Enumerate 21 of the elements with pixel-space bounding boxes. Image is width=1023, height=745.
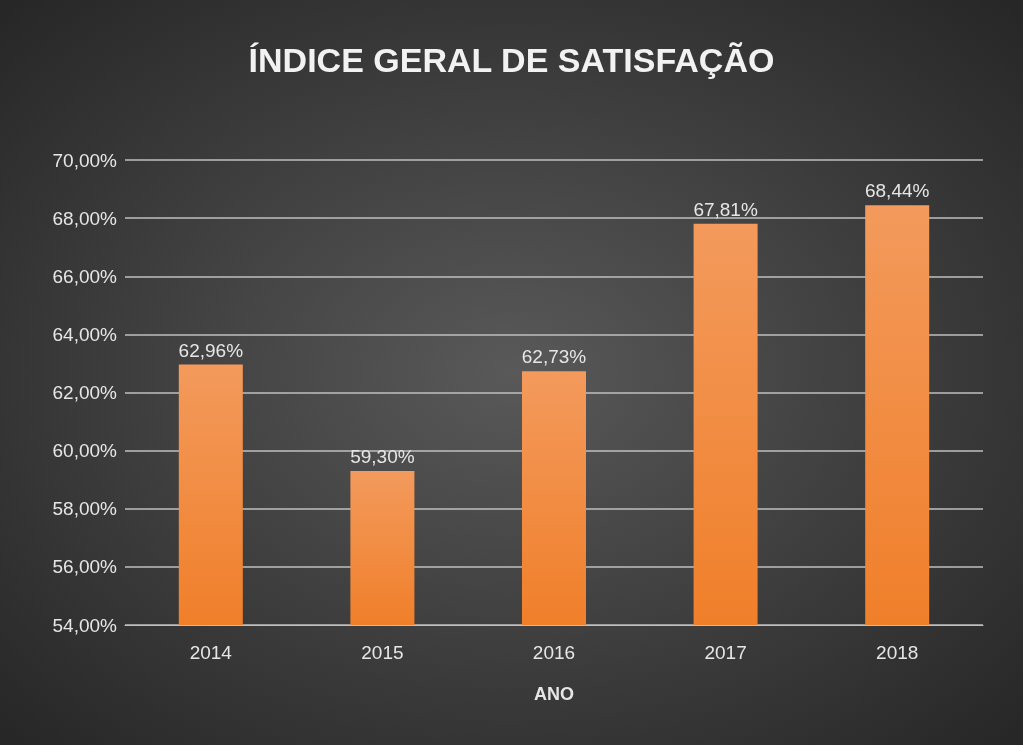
y-tick-label: 60,00% (52, 440, 118, 462)
data-label: 67,81% (693, 198, 758, 220)
y-tick-label: 56,00% (52, 556, 118, 578)
x-tick-label: 2016 (532, 642, 576, 663)
y-tick-label: 68,00% (52, 207, 118, 229)
x-axis-title: ANO (534, 684, 574, 704)
y-tick-label: 66,00% (52, 265, 118, 287)
y-tick-label: 70,00% (52, 149, 118, 171)
y-tick-label: 62,00% (52, 382, 118, 403)
data-label: 59,30% (350, 445, 415, 467)
y-tick-label: 64,00% (52, 323, 118, 345)
chart-title: ÍNDICE GERAL DE SATISFAÇÃO (248, 41, 775, 79)
data-label: 62,96% (178, 339, 244, 361)
data-label: 68,44% (864, 180, 930, 202)
data-label: 62,73% (521, 346, 587, 368)
x-tick-label: 2014 (189, 642, 233, 663)
x-tick-label: 2018 (876, 642, 919, 663)
x-tick-label: 2017 (704, 642, 747, 663)
x-tick-label: 2015 (361, 642, 404, 663)
y-tick-label: 58,00% (52, 498, 118, 520)
y-tick-label: 54,00% (52, 614, 118, 636)
